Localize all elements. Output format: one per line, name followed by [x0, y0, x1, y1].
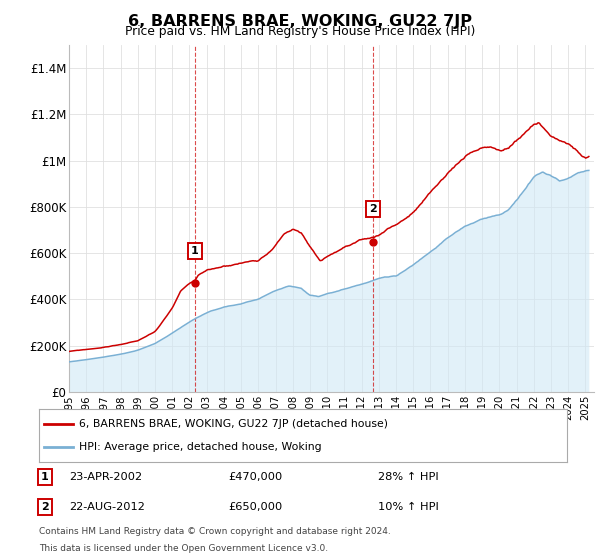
Text: 2: 2	[41, 502, 49, 512]
Text: £650,000: £650,000	[228, 502, 282, 512]
Text: HPI: Average price, detached house, Woking: HPI: Average price, detached house, Woki…	[79, 442, 321, 452]
Text: 10% ↑ HPI: 10% ↑ HPI	[378, 502, 439, 512]
Text: 6, BARRENS BRAE, WOKING, GU22 7JP (detached house): 6, BARRENS BRAE, WOKING, GU22 7JP (detac…	[79, 419, 388, 429]
Text: 6, BARRENS BRAE, WOKING, GU22 7JP: 6, BARRENS BRAE, WOKING, GU22 7JP	[128, 14, 472, 29]
Text: 23-APR-2002: 23-APR-2002	[69, 472, 142, 482]
Text: Contains HM Land Registry data © Crown copyright and database right 2024.: Contains HM Land Registry data © Crown c…	[39, 528, 391, 536]
Text: This data is licensed under the Open Government Licence v3.0.: This data is licensed under the Open Gov…	[39, 544, 328, 553]
Text: 22-AUG-2012: 22-AUG-2012	[69, 502, 145, 512]
Text: Price paid vs. HM Land Registry's House Price Index (HPI): Price paid vs. HM Land Registry's House …	[125, 25, 475, 38]
Text: 1: 1	[191, 246, 199, 256]
Text: 1: 1	[41, 472, 49, 482]
Text: 28% ↑ HPI: 28% ↑ HPI	[378, 472, 439, 482]
Text: 2: 2	[369, 204, 377, 214]
Text: £470,000: £470,000	[228, 472, 282, 482]
